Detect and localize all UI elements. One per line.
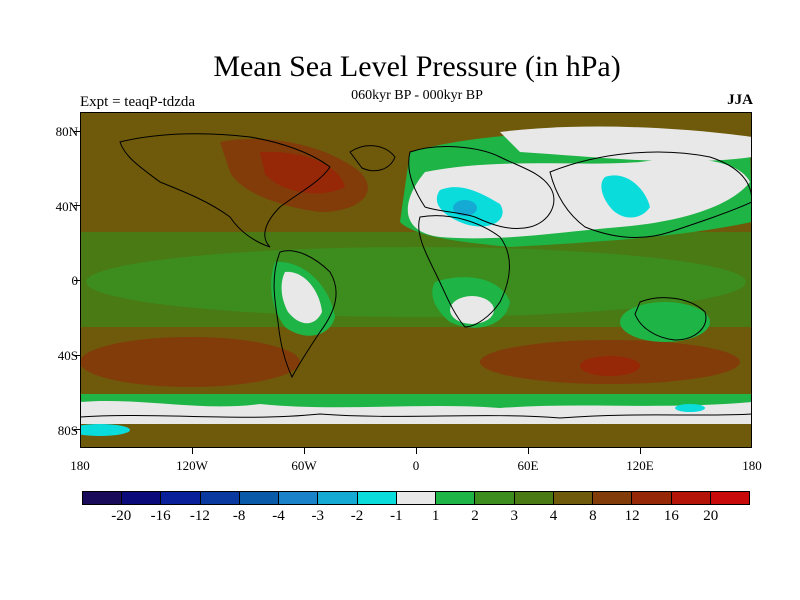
asia-low (601, 175, 650, 218)
colorbar-label: -1 (390, 508, 403, 524)
antarctic-cyan-east (675, 404, 705, 412)
sp-high-west (80, 337, 300, 387)
lat-label-80n: 80N (55, 124, 78, 139)
colorbar-label: -3 (311, 508, 325, 524)
map-field (80, 112, 752, 448)
colorbar-label: -2 (350, 508, 364, 524)
lat-tick (74, 429, 80, 430)
season-label: JJA (727, 92, 753, 108)
chart-title: Mean Sea Level Pressure (in hPa) (213, 50, 621, 83)
colorbar-label: 20 (703, 508, 719, 524)
colorbar-label: 8 (589, 508, 597, 524)
lon-label-120w: 120W (176, 458, 208, 473)
colorbar-box (357, 492, 397, 504)
colorbar-label: -8 (232, 508, 246, 524)
colorbar-label: -20 (111, 508, 132, 524)
lon-tick (640, 448, 641, 454)
sp-high-core (580, 356, 640, 376)
lon-label-180w: 180 (70, 458, 90, 473)
med-low-core (453, 200, 477, 216)
colorbar-box (161, 492, 201, 504)
colorbar-label: -12 (189, 508, 210, 524)
experiment-label: Expt = teaqP-tdzda (80, 94, 196, 110)
colorbar-box (553, 492, 594, 504)
lat-tick (74, 280, 80, 281)
lat-label-0: 0 (44, 273, 79, 289)
colorbar-label: -4 (272, 508, 285, 524)
colorbar-label: 2 (471, 508, 479, 524)
colorbar-box (396, 492, 437, 504)
colorbar (82, 491, 750, 505)
arctic-grey (500, 126, 752, 162)
lat-tick (74, 355, 80, 356)
lat-tick (74, 205, 80, 206)
aus-green (620, 302, 710, 342)
colorbar-label: 12 (624, 508, 640, 524)
colorbar-label: 4 (549, 508, 558, 524)
sam-grey (281, 271, 322, 324)
lat-label-40s: 40S (57, 348, 78, 363)
lon-tick (416, 448, 417, 454)
pressure-map (80, 112, 752, 448)
lat-tick (74, 131, 80, 132)
antarctic-cyan-west (80, 424, 130, 436)
lon-label-60e: 60E (517, 458, 539, 473)
lat-label-40n: 40N (55, 199, 78, 214)
colorbar-box (279, 492, 319, 504)
colorbar-box (200, 492, 240, 504)
antarctic-interior (80, 424, 752, 448)
equatorial-band (86, 247, 746, 317)
colorbar-box (318, 492, 358, 504)
lon-label-120e: 120E (626, 458, 654, 473)
lon-tick (528, 448, 529, 454)
colorbar-box (593, 492, 633, 504)
lat-label-80s: 80S (57, 423, 78, 438)
colorbar-label: 1 (431, 508, 440, 524)
colorbar-box (239, 492, 280, 504)
lon-tick (304, 448, 305, 454)
colorbar-label: 16 (663, 508, 679, 524)
colorbar-label: -16 (150, 508, 171, 524)
coastlines (80, 133, 752, 419)
colorbar-box (83, 492, 123, 504)
na-high-core (260, 151, 345, 194)
colorbar-box (436, 492, 476, 504)
colorbar-label: 3 (510, 508, 518, 524)
colorbar-box (710, 492, 749, 504)
lon-label-60w: 60W (291, 458, 317, 473)
lon-label-0: 0 (412, 458, 420, 473)
saf-grey (450, 296, 494, 324)
colorbar-box (475, 492, 515, 504)
colorbar-box (514, 492, 554, 504)
colorbar-box (122, 492, 162, 504)
chart-subtitle: 060kyr BP - 000kyr BP (351, 88, 483, 103)
colorbar-box (632, 492, 672, 504)
antarctic-grey (80, 400, 752, 424)
lon-label-180e: 180 (742, 458, 762, 473)
colorbar-box (671, 492, 711, 504)
lon-tick (192, 448, 193, 454)
